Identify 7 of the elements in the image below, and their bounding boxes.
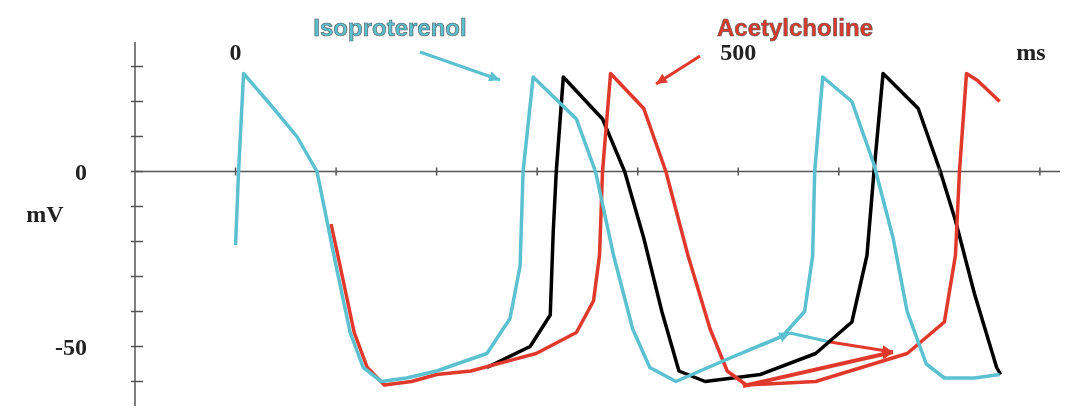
text: Acetylcholine — [716, 14, 874, 41]
x-axis-title: ms — [1016, 39, 1046, 65]
text: Isoproterenol — [313, 14, 467, 41]
x-tick-label: 500 — [720, 39, 757, 65]
line-series — [485, 71, 1003, 384]
y-tick-label: -50 — [55, 333, 87, 360]
y-axis-title: mV — [26, 200, 65, 227]
